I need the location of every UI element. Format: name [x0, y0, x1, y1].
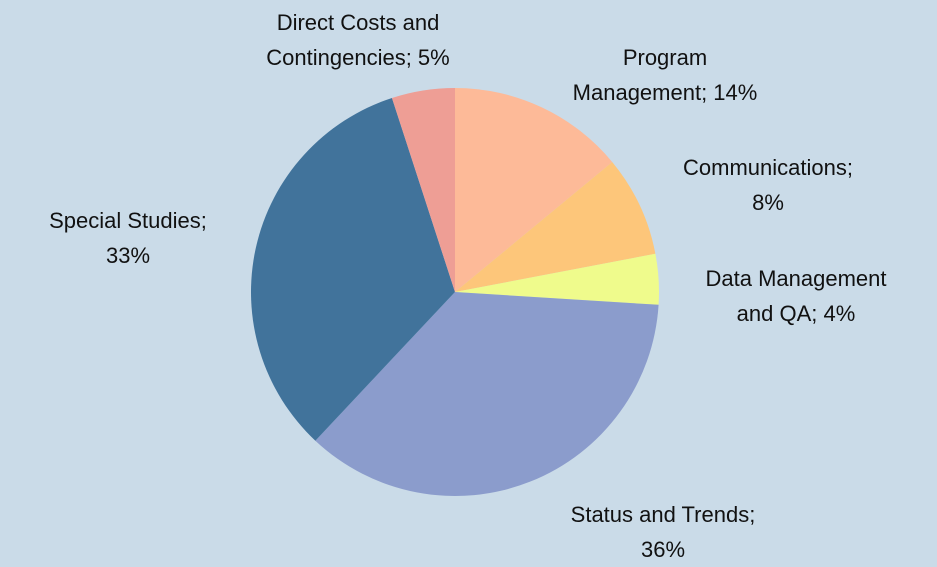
pie-slice — [455, 253, 660, 305]
data-label: Communications; 8% — [683, 155, 853, 215]
pie-slice — [250, 97, 455, 441]
data-label: Program Management; 14% — [572, 45, 758, 105]
pie-slice — [455, 88, 613, 292]
data-label: Direct Costs and Contingencies; 5% — [266, 10, 450, 70]
pie-slice — [391, 88, 455, 292]
pie-slice — [455, 161, 656, 292]
pie-slice — [315, 292, 659, 497]
data-label: Data Management and QA; 4% — [705, 266, 887, 326]
data-label: Special Studies; 33% — [49, 208, 207, 268]
